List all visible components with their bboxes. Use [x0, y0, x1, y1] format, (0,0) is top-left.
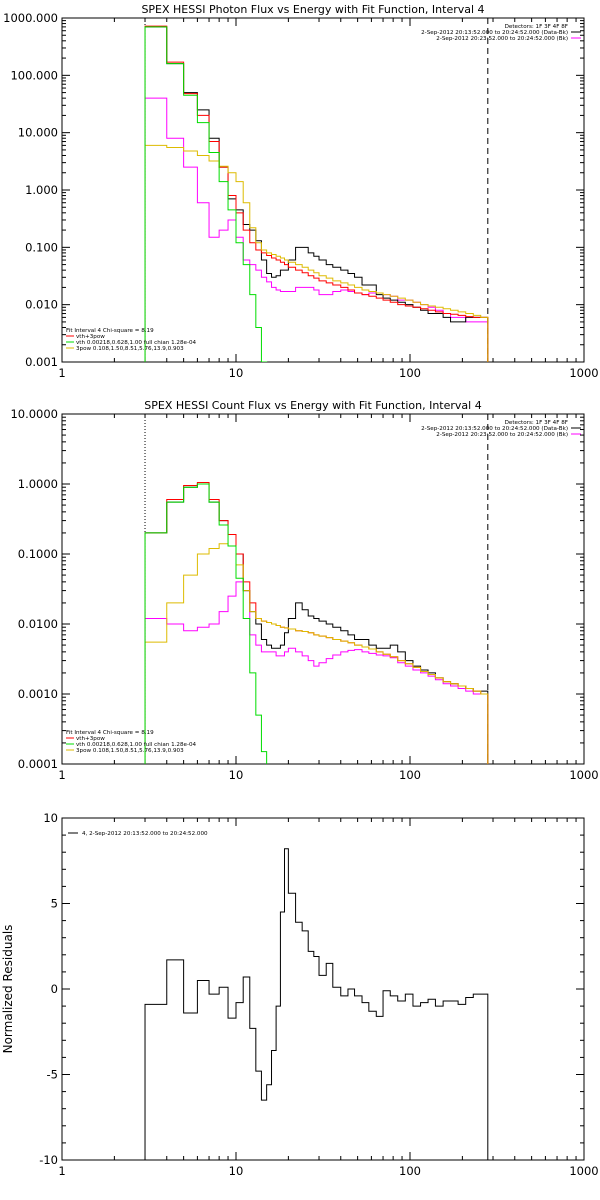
- plot-frame: [61, 17, 585, 363]
- series-vth-line: [144, 26, 268, 362]
- y-tick-label: 1000.000: [3, 11, 58, 25]
- y-tick-label: -10: [39, 1153, 58, 1167]
- legend-entry: 2-Sep-2012 20:13:52.000 to 20:24:52.000 …: [421, 30, 568, 36]
- series-data-line: [144, 26, 489, 362]
- legend-entry: 3pow 0.108,1.50,8.51,5.76,13.9,0.903: [76, 748, 184, 754]
- x-tick-label: 100: [399, 366, 421, 380]
- y-tick-label: 0: [51, 982, 58, 996]
- legend-entry: Detectors: 1F 3F 4F 8F: [505, 24, 568, 30]
- y-tick-label: 5: [51, 897, 58, 911]
- x-tick-label: 1: [58, 768, 65, 782]
- y-tick-label: 0.0010: [18, 687, 58, 701]
- legend-entry: vth 0.00218,0.628,1.00 full chian 1.28e-…: [76, 742, 197, 748]
- series-background-line: [144, 581, 489, 764]
- legend-entry: vth+3pow: [76, 334, 105, 340]
- residuals-chart: 1 10 100 1000 -10 -5 0 5 10 Normalized Residuals 4…: [1, 811, 599, 1178]
- x-tick-label: 100: [399, 1164, 421, 1178]
- chart-title: SPEX HESSI Count Flux vs Energy with Fit…: [144, 399, 481, 412]
- x-tick-label: 100: [399, 768, 421, 782]
- series-pow-line: [144, 543, 489, 764]
- x-tick-label: 1: [58, 366, 65, 380]
- y-tick-label: 10.000: [18, 126, 58, 140]
- count-flux-chart: SPEX HESSI Count Flux vs Energy with Fit…: [10, 399, 598, 782]
- y-tick-label: 0.0001: [18, 757, 58, 771]
- x-tick-label: 1000: [569, 768, 598, 782]
- chart-title: SPEX HESSI Photon Flux vs Energy with Fi…: [141, 3, 484, 16]
- y-tick-label: -5: [47, 1068, 58, 1082]
- y-tick-label: 0.100: [25, 240, 58, 254]
- y-tick-label: 100.000: [10, 68, 58, 82]
- series-total-line: [144, 482, 489, 764]
- legend-entry: vth 0.00218,0.628,1.00 full chian 1.28e-…: [76, 340, 197, 346]
- x-tick-label: 1000: [569, 1164, 598, 1178]
- plot-area: [144, 414, 489, 764]
- x-tick-label: 1: [58, 1164, 65, 1178]
- x-tick-label: 10: [229, 768, 244, 782]
- x-tick-label: 1000: [569, 366, 598, 380]
- series-residuals-line: [144, 848, 489, 1160]
- series-pow-line: [144, 144, 489, 362]
- y-tick-label: 10.0000: [10, 407, 58, 421]
- legend-entry: 2-Sep-2012 20:23:52.000 to 20:24:52.000 …: [436, 36, 568, 42]
- legend-entry: 3pow 0.108,1.50,8.51,5.76,13.9,0.903: [76, 346, 184, 352]
- legend-entry: Fit Interval 4 Chi-square = 8.19: [66, 730, 154, 736]
- y-tick-label: 0.001: [25, 355, 58, 369]
- x-tick-label: 10: [229, 366, 244, 380]
- legend-entry: vth+3pow: [76, 736, 105, 742]
- y-tick-label: 0.1000: [18, 547, 58, 561]
- legend-entry: 2-Sep-2012 20:13:52.000 to 20:24:52.000 …: [421, 426, 568, 432]
- series-vth-line: [144, 483, 268, 764]
- y-tick-label: 0.0100: [18, 617, 58, 631]
- y-tick-label: 0.010: [25, 298, 58, 312]
- plot-frame: [61, 413, 585, 765]
- y-tick-label: 1.0000: [18, 477, 58, 491]
- series-total-line: [144, 25, 489, 362]
- legend-entry: 4, 2-Sep-2012 20:13:52.000 to 20:24:52.0…: [82, 831, 208, 837]
- legend-entry: 2-Sep-2012 20:23:52.000 to 20:24:52.000 …: [436, 432, 568, 438]
- photon-flux-chart: SPEX HESSI Photon Flux vs Energy with Fi…: [3, 3, 599, 380]
- legend-entry: Detectors: 1F 3F 4F 8F: [505, 420, 568, 426]
- legend-entry: Fit Interval 4 Chi-square = 8.19: [66, 328, 154, 334]
- x-tick-label: 10: [229, 1164, 244, 1178]
- plot-frame: [61, 817, 585, 1161]
- y-axis-label: Normalized Residuals: [1, 925, 15, 1054]
- plot-area: [144, 848, 489, 1160]
- series-background-line: [144, 97, 489, 362]
- y-tick-label: 10: [43, 811, 58, 825]
- plot-area: [144, 18, 489, 362]
- y-tick-label: 1.000: [25, 183, 58, 197]
